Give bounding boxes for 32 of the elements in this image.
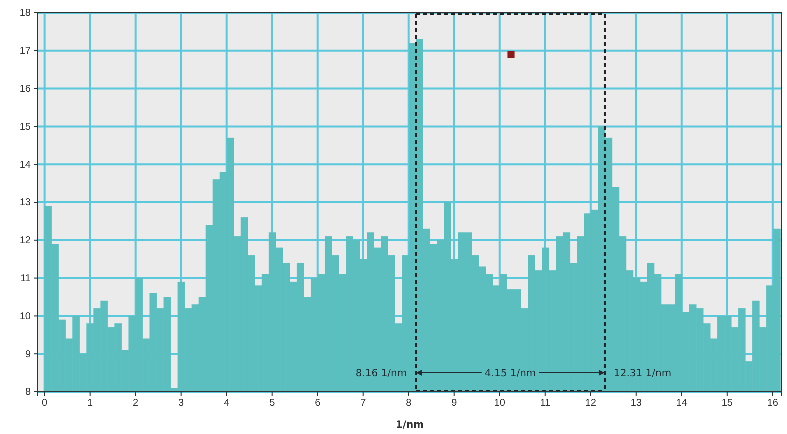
x-tick-label: 7 — [360, 398, 367, 410]
annotation: 12.31 1/nm — [614, 368, 672, 380]
y-tick-label: 13 — [20, 198, 32, 209]
y-tick-label: 17 — [20, 46, 32, 58]
x-tick-label: 2 — [133, 398, 140, 410]
x-tick-label: 6 — [315, 398, 322, 410]
y-tick-label: 8 — [25, 387, 32, 398]
y-tick-label: 16 — [20, 84, 32, 95]
x-axis-title: 1/nm — [396, 420, 424, 431]
x-tick-label: 16 — [767, 398, 779, 410]
x-tick-label: 3 — [178, 398, 185, 410]
x-tick-label: 5 — [270, 398, 276, 410]
x-tick-label: 11 — [540, 398, 551, 410]
annotation: 8.16 1/nm — [356, 368, 408, 380]
x-tick-label: 4 — [224, 398, 230, 410]
y-tick-label: 15 — [20, 122, 32, 133]
y-tick-label: 18 — [20, 8, 32, 20]
y-tick-label: 12 — [20, 236, 32, 247]
x-tick-label: 12 — [585, 398, 597, 410]
x-tick-label: 9 — [452, 398, 458, 410]
y-tick-label: 10 — [20, 311, 32, 322]
x-tick-label: 8 — [406, 398, 412, 410]
x-tick-label: 1 — [88, 398, 94, 410]
y-tick-label: 14 — [20, 160, 32, 171]
y-tick-label: 9 — [25, 349, 32, 360]
y-tick-label: 11 — [20, 274, 32, 284]
x-tick-label: 13 — [630, 398, 642, 410]
annotation: 4.15 1/nm — [484, 368, 536, 380]
x-tick-label: 10 — [494, 398, 506, 410]
x-tick-label: 14 — [676, 398, 688, 410]
x-tick-label: 15 — [722, 398, 734, 410]
x-tick-label: 0 — [42, 398, 48, 410]
